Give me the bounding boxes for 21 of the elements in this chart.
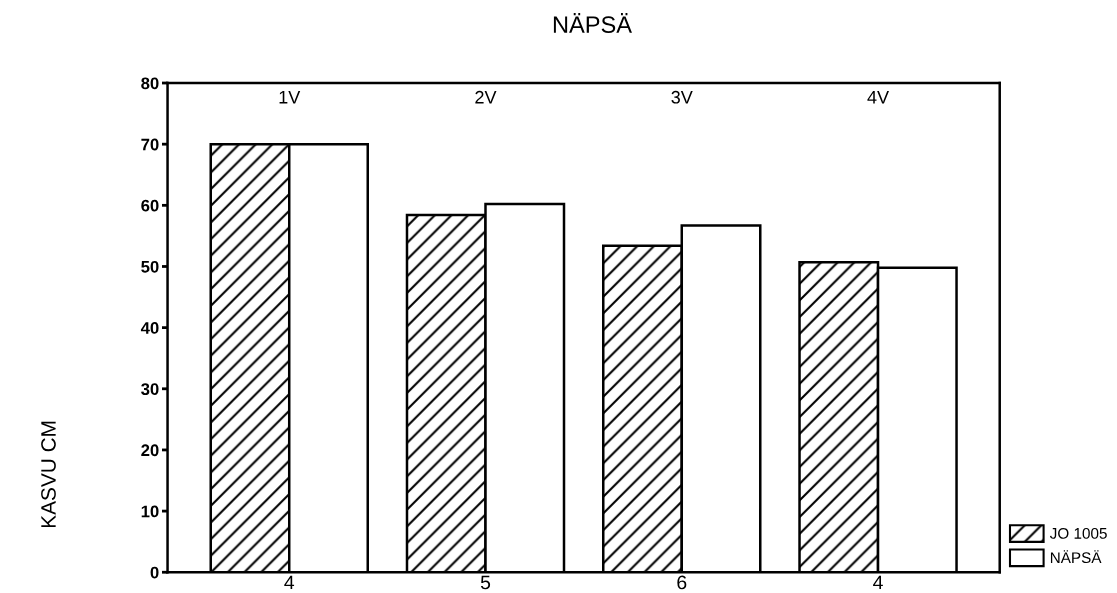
y-tick-label: 70	[141, 138, 159, 151]
legend-label: JO 1005	[1049, 527, 1107, 539]
y-tick-label: 0	[150, 566, 159, 579]
y-tick-label: 10	[141, 505, 159, 518]
y-tick-label: 80	[141, 77, 159, 90]
legend-label: NÄPSÄ	[1050, 550, 1102, 564]
annotation: 2V	[475, 90, 497, 104]
y-tick-label: 50	[141, 260, 159, 273]
annotation: 3V	[671, 90, 693, 104]
x-tick-label: 6	[677, 575, 687, 590]
annotation: 4V	[867, 91, 889, 104]
x-tick-label: 4	[873, 575, 883, 590]
y-tick-label: 40	[140, 322, 159, 334]
annotation: 1V	[279, 91, 301, 104]
y-tick-label: 20	[141, 444, 159, 457]
y-tick-label: 60	[141, 199, 159, 212]
y-axis-title: KASVU CM	[41, 421, 56, 528]
y-tick-label: 30	[141, 383, 159, 396]
chart-title: NÄPSÄ	[553, 13, 632, 34]
x-tick-label: 4	[284, 575, 295, 590]
x-tick-label: 5	[480, 575, 491, 590]
